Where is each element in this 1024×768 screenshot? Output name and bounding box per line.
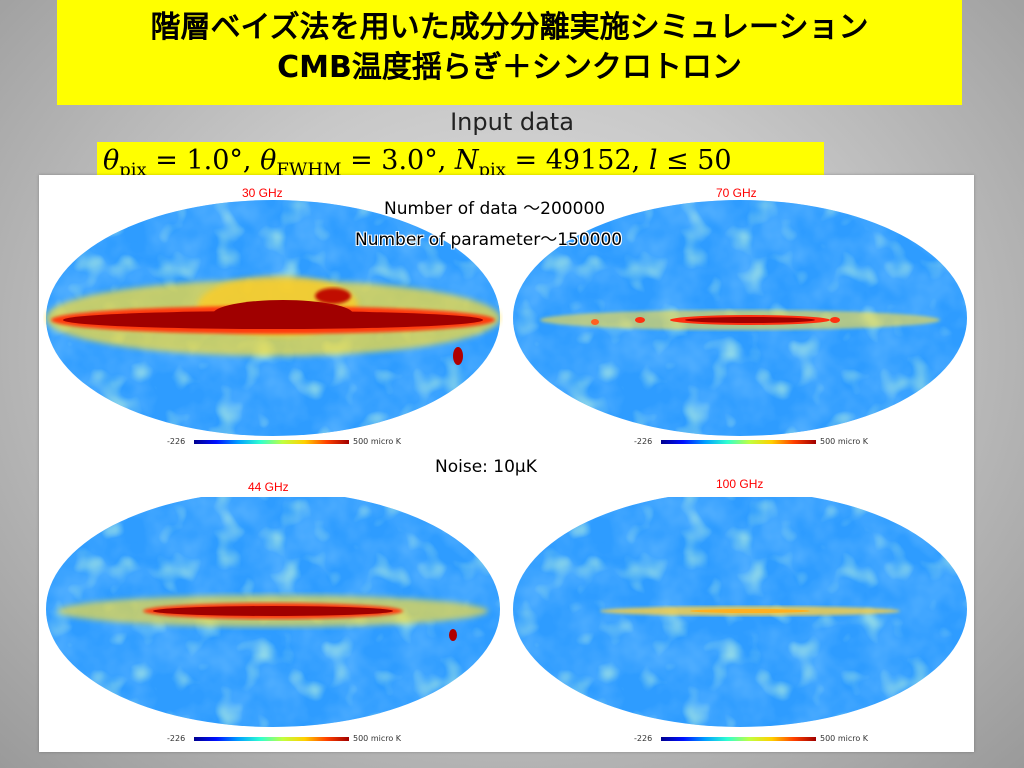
slide-subtitle: Input data <box>450 108 574 136</box>
freq-label-30ghz: 30 GHz <box>242 186 283 200</box>
scale-max-70ghz: 500 micro K <box>820 437 869 446</box>
data-count-note: Number of data ～200000 <box>384 199 606 219</box>
formula-l-value: ≤ 50 <box>657 145 732 176</box>
formula-theta-fwhm-value: = 3.0°, <box>341 145 455 176</box>
slide-title-line1: 階層ベイズ法を用いた成分分離実施シミュレーション <box>150 10 869 45</box>
sky-map-70ghz <box>513 200 967 436</box>
scale-min-70ghz: -226 <box>634 437 653 446</box>
colorbar-30ghz <box>194 440 349 444</box>
formula-theta-pix-value: = 1.0°, <box>146 145 261 176</box>
sky-map-44ghz <box>46 497 500 727</box>
slide-title-line2: CMB温度揺らぎ＋シンクロトロン <box>277 50 742 85</box>
title-banner: 階層ベイズ法を用いた成分分離実施シミュレーション CMB温度揺らぎ＋シンクロトロ… <box>57 0 962 105</box>
colorbar-70ghz <box>661 440 816 444</box>
scale-max-30ghz: 500 micro K <box>353 437 402 446</box>
sky-map-30ghz <box>46 200 500 436</box>
colorbar-100ghz <box>661 737 816 741</box>
scale-max-44ghz: 500 micro K <box>353 734 402 743</box>
freq-label-70ghz: 70 GHz <box>716 186 757 200</box>
colorbar-44ghz <box>194 737 349 741</box>
sky-map-100ghz <box>513 497 967 727</box>
scale-min-44ghz: -226 <box>167 734 186 743</box>
parameter-count-note: Number of parameter～150000 <box>355 230 623 250</box>
scale-max-100ghz: 500 micro K <box>820 734 869 743</box>
sky-maps-panel: 30 GHz 70 GHz 44 GHz 100 GHz Number of d… <box>39 175 974 752</box>
scale-min-100ghz: -226 <box>634 734 653 743</box>
freq-label-44ghz: 44 GHz <box>248 480 289 494</box>
freq-label-100ghz: 100 GHz <box>716 477 764 491</box>
scale-min-30ghz: -226 <box>167 437 186 446</box>
noise-note: Noise: 10μK <box>435 457 537 477</box>
formula-npix-value: = 49152, <box>505 145 649 176</box>
